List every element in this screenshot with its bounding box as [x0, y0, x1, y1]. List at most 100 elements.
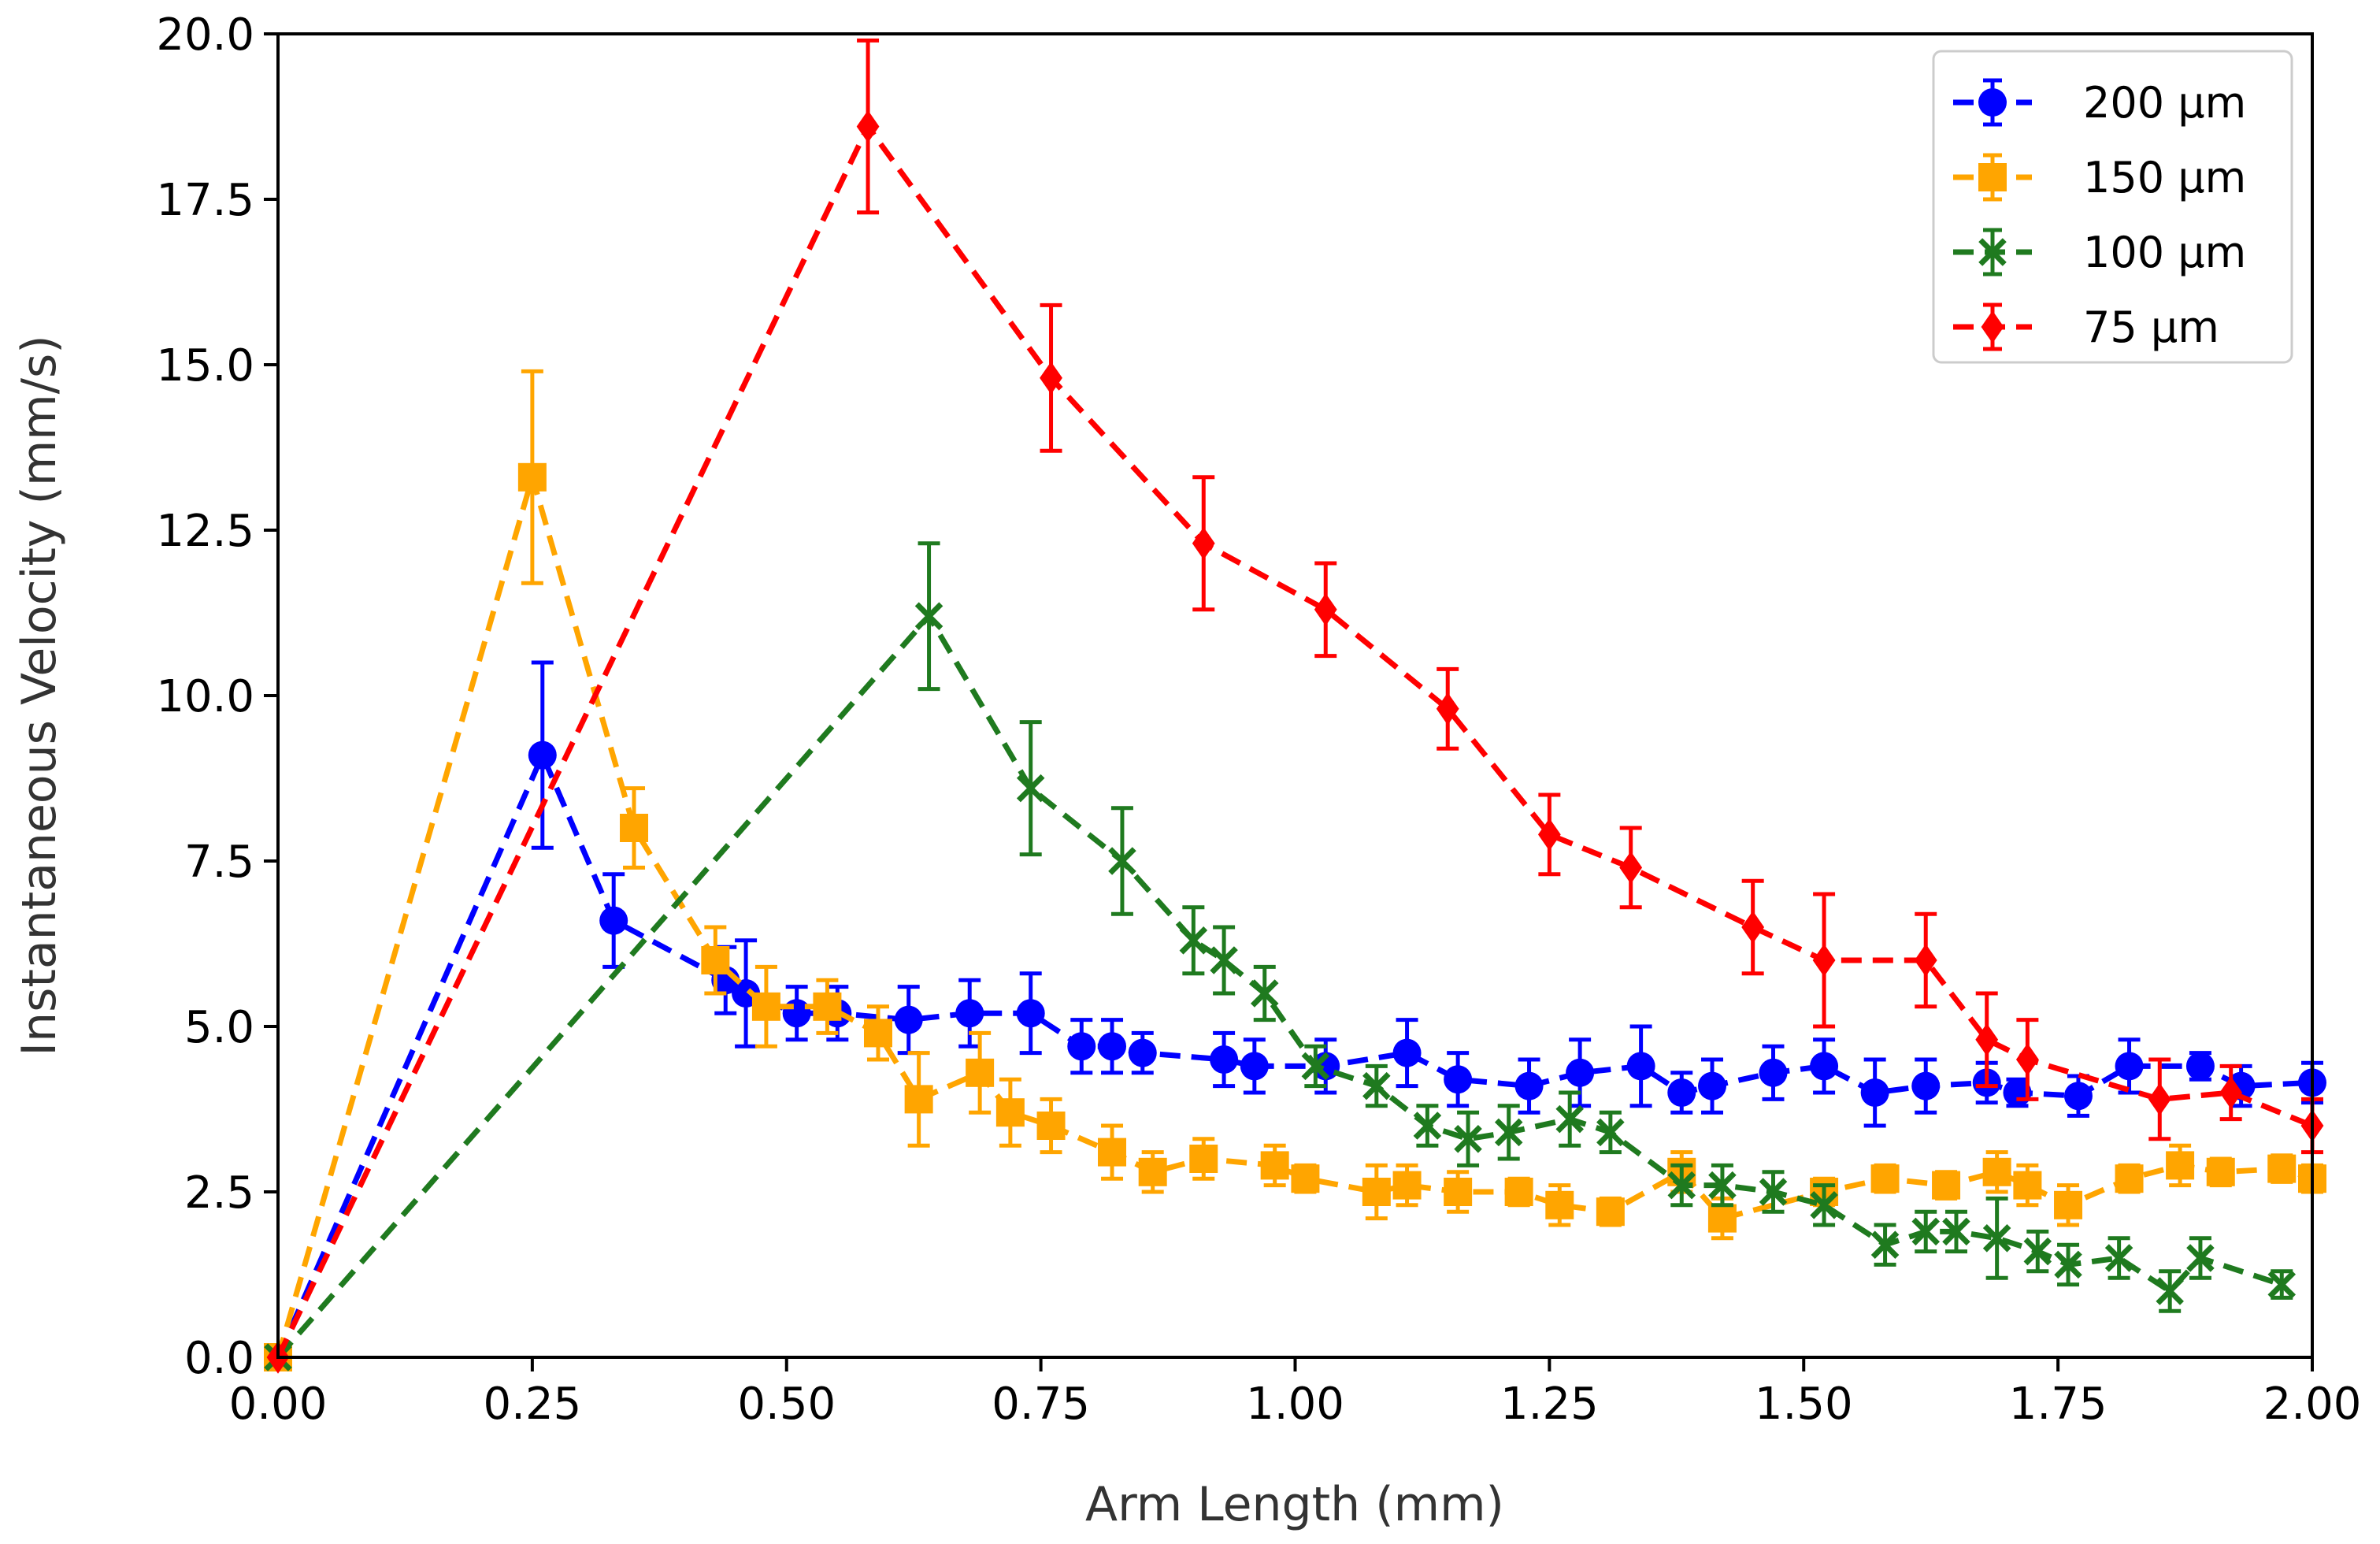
- marker-square: [2206, 1157, 2235, 1186]
- marker-square: [1596, 1197, 1625, 1227]
- y-tick-label: 12.5: [156, 506, 254, 557]
- marker-x: [1454, 1125, 1482, 1153]
- marker-diamond: [1975, 1023, 1999, 1056]
- x-tick-label: 1.25: [1500, 1379, 1599, 1430]
- x-tick-label: 1.00: [1246, 1379, 1344, 1430]
- marker-x: [1870, 1230, 1900, 1259]
- marker-square: [1260, 1151, 1289, 1180]
- marker-x: [1250, 979, 1279, 1008]
- marker-x: [1413, 1112, 1442, 1140]
- marker-square: [2013, 1171, 2042, 1200]
- marker-circle: [1128, 1038, 1157, 1067]
- legend-label: 100 μm: [2083, 228, 2246, 277]
- y-tick-label: 7.5: [184, 837, 254, 888]
- marker-circle: [1860, 1078, 1889, 1107]
- marker-square: [1444, 1178, 1473, 1206]
- marker-square: [904, 1085, 933, 1114]
- marker-circle: [894, 1005, 923, 1034]
- marker-square: [620, 814, 649, 842]
- marker-circle: [1016, 999, 1045, 1028]
- marker-circle: [1566, 1058, 1595, 1087]
- legend-item-1: 150 μm: [1953, 153, 2246, 202]
- series-line: [275, 748, 2313, 1359]
- marker-square: [1098, 1138, 1127, 1167]
- marker-diamond: [1741, 911, 1765, 944]
- marker-x: [2104, 1244, 2133, 1272]
- marker-circle: [1514, 1071, 1544, 1100]
- marker-circle: [1759, 1058, 1788, 1087]
- x-tick-label: 1.50: [1755, 1379, 1853, 1430]
- marker-circle: [1667, 1078, 1696, 1107]
- marker-x: [1362, 1071, 1391, 1100]
- ticks-layer: 0.00 0.25 0.50 0.75 1.00 1.25 1.50 1.75 2.00 0.0 2…: [156, 9, 2361, 1430]
- marker-square: [863, 1019, 892, 1048]
- marker-diamond: [1436, 692, 1459, 726]
- marker-x: [2156, 1277, 2184, 1305]
- marker-circle: [599, 906, 628, 935]
- marker-diamond: [2015, 1043, 2039, 1076]
- marker-square: [1982, 1157, 2011, 1186]
- legend-item-3: 75 μm: [1953, 302, 2219, 352]
- marker-x: [2186, 1244, 2215, 1272]
- marker-circle: [1626, 1052, 1655, 1081]
- marker-square: [517, 462, 547, 492]
- marker-circle: [1098, 1032, 1127, 1061]
- marker-x: [1708, 1171, 1737, 1200]
- y-tick-label: 0.0: [184, 1333, 254, 1384]
- marker-x: [2267, 1270, 2297, 1299]
- marker-diamond: [1812, 944, 1836, 977]
- marker-circle: [1978, 88, 2007, 117]
- marker-diamond: [2148, 1082, 2171, 1116]
- marker-circle: [2185, 1052, 2215, 1081]
- legend-item-0: 200 μm: [1953, 78, 2246, 128]
- marker-square: [1362, 1178, 1391, 1206]
- marker-circle: [1444, 1065, 1473, 1094]
- marker-circle: [782, 999, 811, 1028]
- x-tick-label: 1.75: [2009, 1379, 2108, 1430]
- marker-x: [1210, 946, 1238, 974]
- marker-square: [1189, 1145, 1218, 1173]
- marker-square: [813, 992, 842, 1021]
- marker-square: [995, 1098, 1025, 1127]
- marker-x: [1911, 1217, 1941, 1246]
- legend-label: 75 μm: [2083, 302, 2219, 352]
- y-axis-label: Instantaneous Velocity (mm/s): [12, 335, 67, 1056]
- marker-square: [1138, 1157, 1167, 1186]
- marker-diamond: [1981, 310, 2004, 343]
- marker-circle: [2115, 1052, 2144, 1081]
- marker-diamond: [1314, 593, 1337, 626]
- series-1: [264, 369, 2326, 1371]
- series-layer: [264, 38, 2326, 1374]
- marker-square: [2267, 1154, 2297, 1183]
- plot-frame: [276, 32, 2314, 1359]
- y-tick-label: 17.5: [156, 175, 254, 226]
- marker-x: [2054, 1250, 2082, 1279]
- marker-x: [1759, 1178, 1788, 1206]
- marker-x: [1016, 774, 1045, 803]
- marker-circle: [1698, 1071, 1727, 1100]
- marker-diamond: [1537, 818, 1561, 852]
- y-tick-label: 20.0: [156, 9, 254, 61]
- marker-x: [1108, 847, 1136, 875]
- marker-square: [2166, 1151, 2195, 1180]
- marker-x: [2023, 1237, 2052, 1266]
- marker-circle: [1240, 1052, 1269, 1081]
- series-0: [264, 660, 2326, 1371]
- series-line: [275, 121, 2314, 1359]
- y-tick-label: 5.0: [184, 1002, 254, 1053]
- marker-circle: [2063, 1082, 2093, 1111]
- marker-circle: [1392, 1038, 1422, 1067]
- legend-box: [1932, 50, 2293, 364]
- marker-circle: [1210, 1045, 1239, 1074]
- marker-diamond: [1192, 527, 1215, 560]
- marker-square: [966, 1058, 995, 1087]
- legend-label: 150 μm: [2083, 153, 2246, 202]
- marker-square: [1504, 1178, 1533, 1206]
- x-tick-label: 0.50: [737, 1379, 836, 1430]
- x-axis-label: Arm Length (mm): [1085, 1477, 1504, 1532]
- marker-square: [701, 946, 730, 974]
- legend-label: 200 μm: [2083, 78, 2246, 128]
- marker-diamond: [2219, 1076, 2243, 1109]
- marker-x: [1667, 1171, 1696, 1200]
